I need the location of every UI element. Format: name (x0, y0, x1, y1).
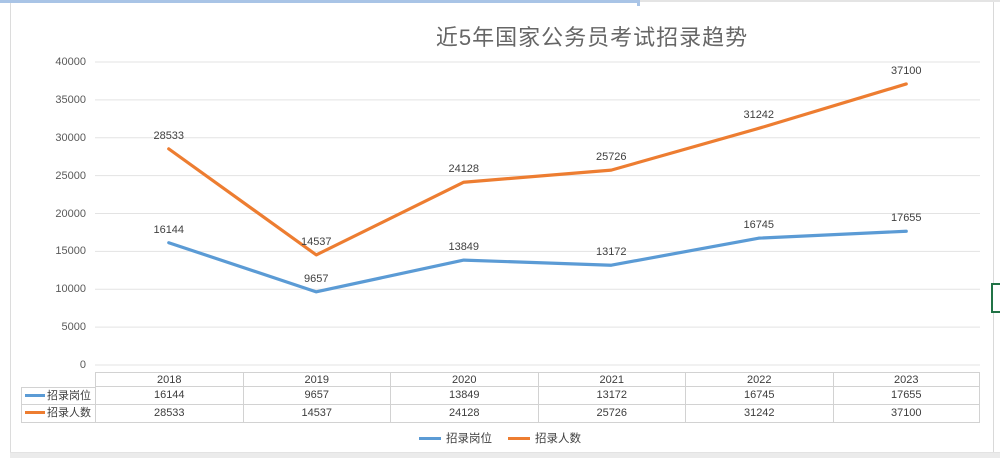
table-year-header: 2022 (685, 372, 833, 387)
table-value-cell: 13849 (390, 387, 538, 405)
data-label: 28533 (153, 129, 185, 142)
data-label: 17655 (890, 212, 922, 225)
y-tick-label: 30000 (55, 131, 86, 144)
data-label: 16144 (153, 223, 185, 236)
y-tick-label: 20000 (55, 207, 86, 220)
table-value-cell: 14537 (242, 405, 390, 423)
legend-label: 招录岗位 (446, 433, 492, 445)
table-year-header: 2018 (95, 372, 243, 387)
data-label: 16745 (743, 219, 775, 232)
table-value-cell: 16745 (685, 387, 833, 405)
y-tick-label: 15000 (55, 245, 86, 258)
table-value-cell: 17655 (832, 387, 980, 405)
y-tick-label: 25000 (55, 169, 86, 182)
data-label: 13849 (448, 241, 480, 254)
y-tick-label: 35000 (55, 93, 86, 106)
series-line-招录人数[interactable] (167, 82, 908, 257)
table-year-header: 2019 (242, 372, 390, 387)
y-tick-label: 40000 (55, 56, 86, 68)
y-tick-label: 5000 (61, 321, 86, 334)
table-year-header: 2021 (537, 372, 685, 387)
chart-legend: 招录岗位 招录人数 (0, 430, 1000, 446)
table-year-header: 2020 (390, 372, 538, 387)
legend-item[interactable]: 招录人数 (508, 430, 581, 446)
table-row-header: 招录人数 (21, 405, 95, 423)
table-series-swatch (25, 410, 45, 414)
table-year-header: 2023 (832, 372, 980, 387)
table-series-swatch (25, 393, 45, 397)
table-series-name: 招录岗位 (47, 390, 91, 402)
legend-swatch (508, 436, 530, 440)
legend-swatch (419, 436, 441, 440)
top-accent-line (0, 0, 640, 3)
table-value-cell: 24128 (390, 405, 538, 423)
top-grid-line (640, 0, 1000, 2)
table-value-cell: 25726 (537, 405, 685, 423)
data-label: 25726 (595, 151, 627, 164)
series-line-招录岗位[interactable] (167, 229, 908, 294)
right-grid-line (993, 2, 994, 452)
data-label: 37100 (890, 64, 922, 77)
table-value-cell: 16144 (95, 387, 243, 405)
table-value-cell: 31242 (685, 405, 833, 423)
data-label: 24128 (448, 163, 480, 176)
horizontal-scrollbar-track[interactable] (10, 452, 1000, 458)
left-grid-line (10, 3, 11, 452)
table-value-cell: 9657 (242, 387, 390, 405)
table-value-cell: 28533 (95, 405, 243, 423)
table-series-name: 招录人数 (47, 407, 91, 419)
y-tick-label: 0 (79, 359, 86, 371)
y-tick-label: 10000 (55, 283, 86, 296)
top-accent-tick (637, 0, 640, 6)
data-label: 9657 (304, 272, 329, 285)
data-label: 13172 (595, 246, 627, 259)
selected-cell-outline[interactable] (991, 283, 1000, 313)
table-value-cell: 37100 (832, 405, 980, 423)
legend-label: 招录人数 (535, 433, 581, 445)
table-row-header: 招录岗位 (21, 387, 95, 405)
chart-title: 近5年国家公务员考试招录趋势 (435, 25, 749, 50)
data-label: 14537 (300, 235, 332, 248)
legend-item[interactable]: 招录岗位 (419, 430, 492, 446)
table-value-cell: 13172 (537, 387, 685, 405)
data-label: 31242 (743, 109, 775, 122)
